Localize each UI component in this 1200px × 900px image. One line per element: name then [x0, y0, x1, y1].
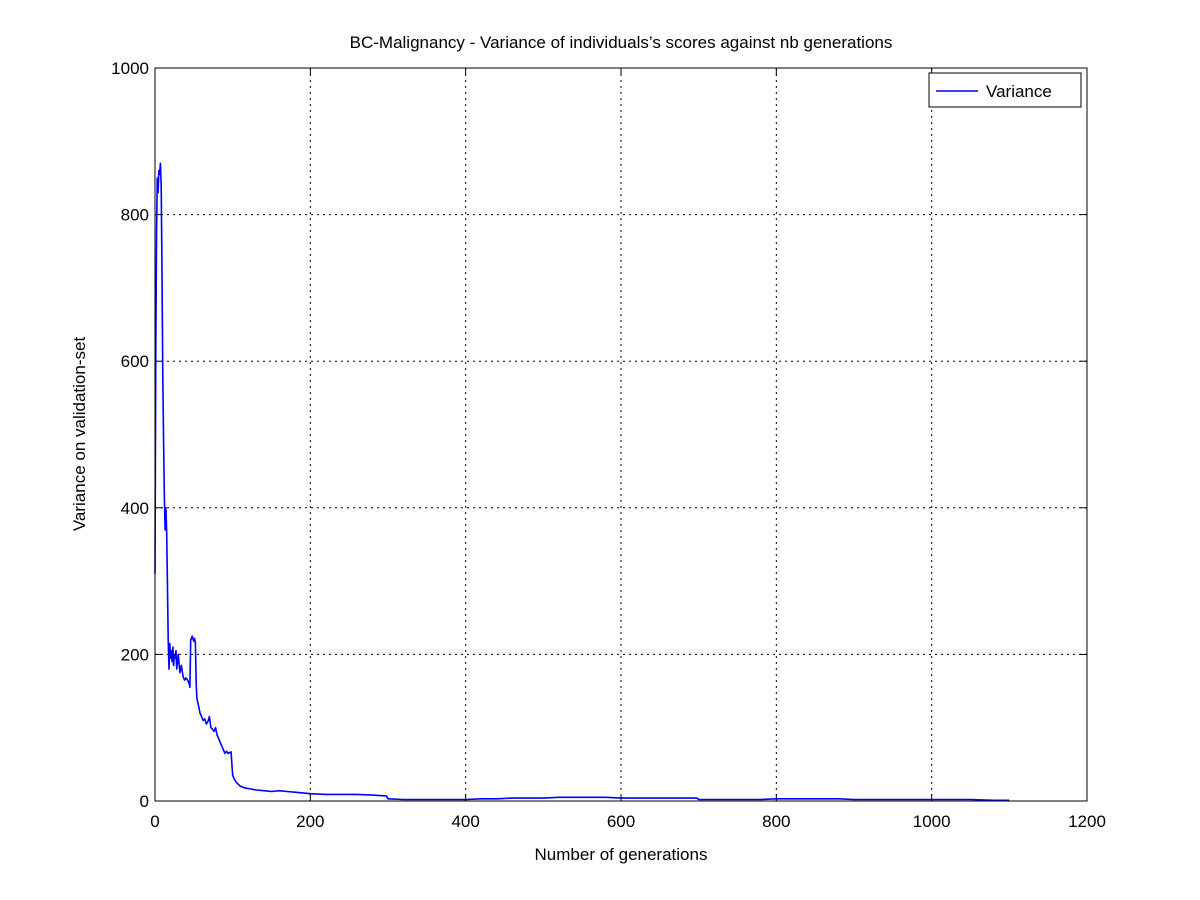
- x-tick-label: 800: [762, 812, 790, 831]
- series-line-variance: [154, 162, 1010, 802]
- y-tick-label: 400: [121, 499, 149, 518]
- legend-label-variance: Variance: [986, 82, 1052, 101]
- x-tick-label: 0: [150, 812, 159, 831]
- axis-ticks: [154, 67, 1088, 802]
- y-axis-label: Variance on validation-set: [70, 337, 89, 532]
- x-tick-label: 600: [607, 812, 635, 831]
- x-axis-label: Number of generations: [535, 845, 708, 864]
- x-tick-label: 200: [296, 812, 324, 831]
- x-tick-label: 400: [451, 812, 479, 831]
- chart-title: BC-Malignancy - Variance of individuals’…: [350, 33, 893, 52]
- x-tick-label: 1000: [913, 812, 951, 831]
- x-tick-labels: 0 200 400 600 800 1000 1200: [150, 812, 1106, 831]
- legend: Variance: [928, 72, 1082, 108]
- x-tick-label: 1200: [1068, 812, 1106, 831]
- grid-lines: [155, 68, 1087, 801]
- y-tick-label: 600: [121, 352, 149, 371]
- y-tick-label: 0: [140, 792, 149, 811]
- y-tick-label: 200: [121, 645, 149, 664]
- series-layer: [154, 162, 1010, 802]
- y-tick-labels: 0 200 400 600 800 1000: [111, 59, 149, 811]
- legend-box: [928, 72, 1082, 108]
- y-tick-label: 1000: [111, 59, 149, 78]
- y-tick-label: 800: [121, 206, 149, 225]
